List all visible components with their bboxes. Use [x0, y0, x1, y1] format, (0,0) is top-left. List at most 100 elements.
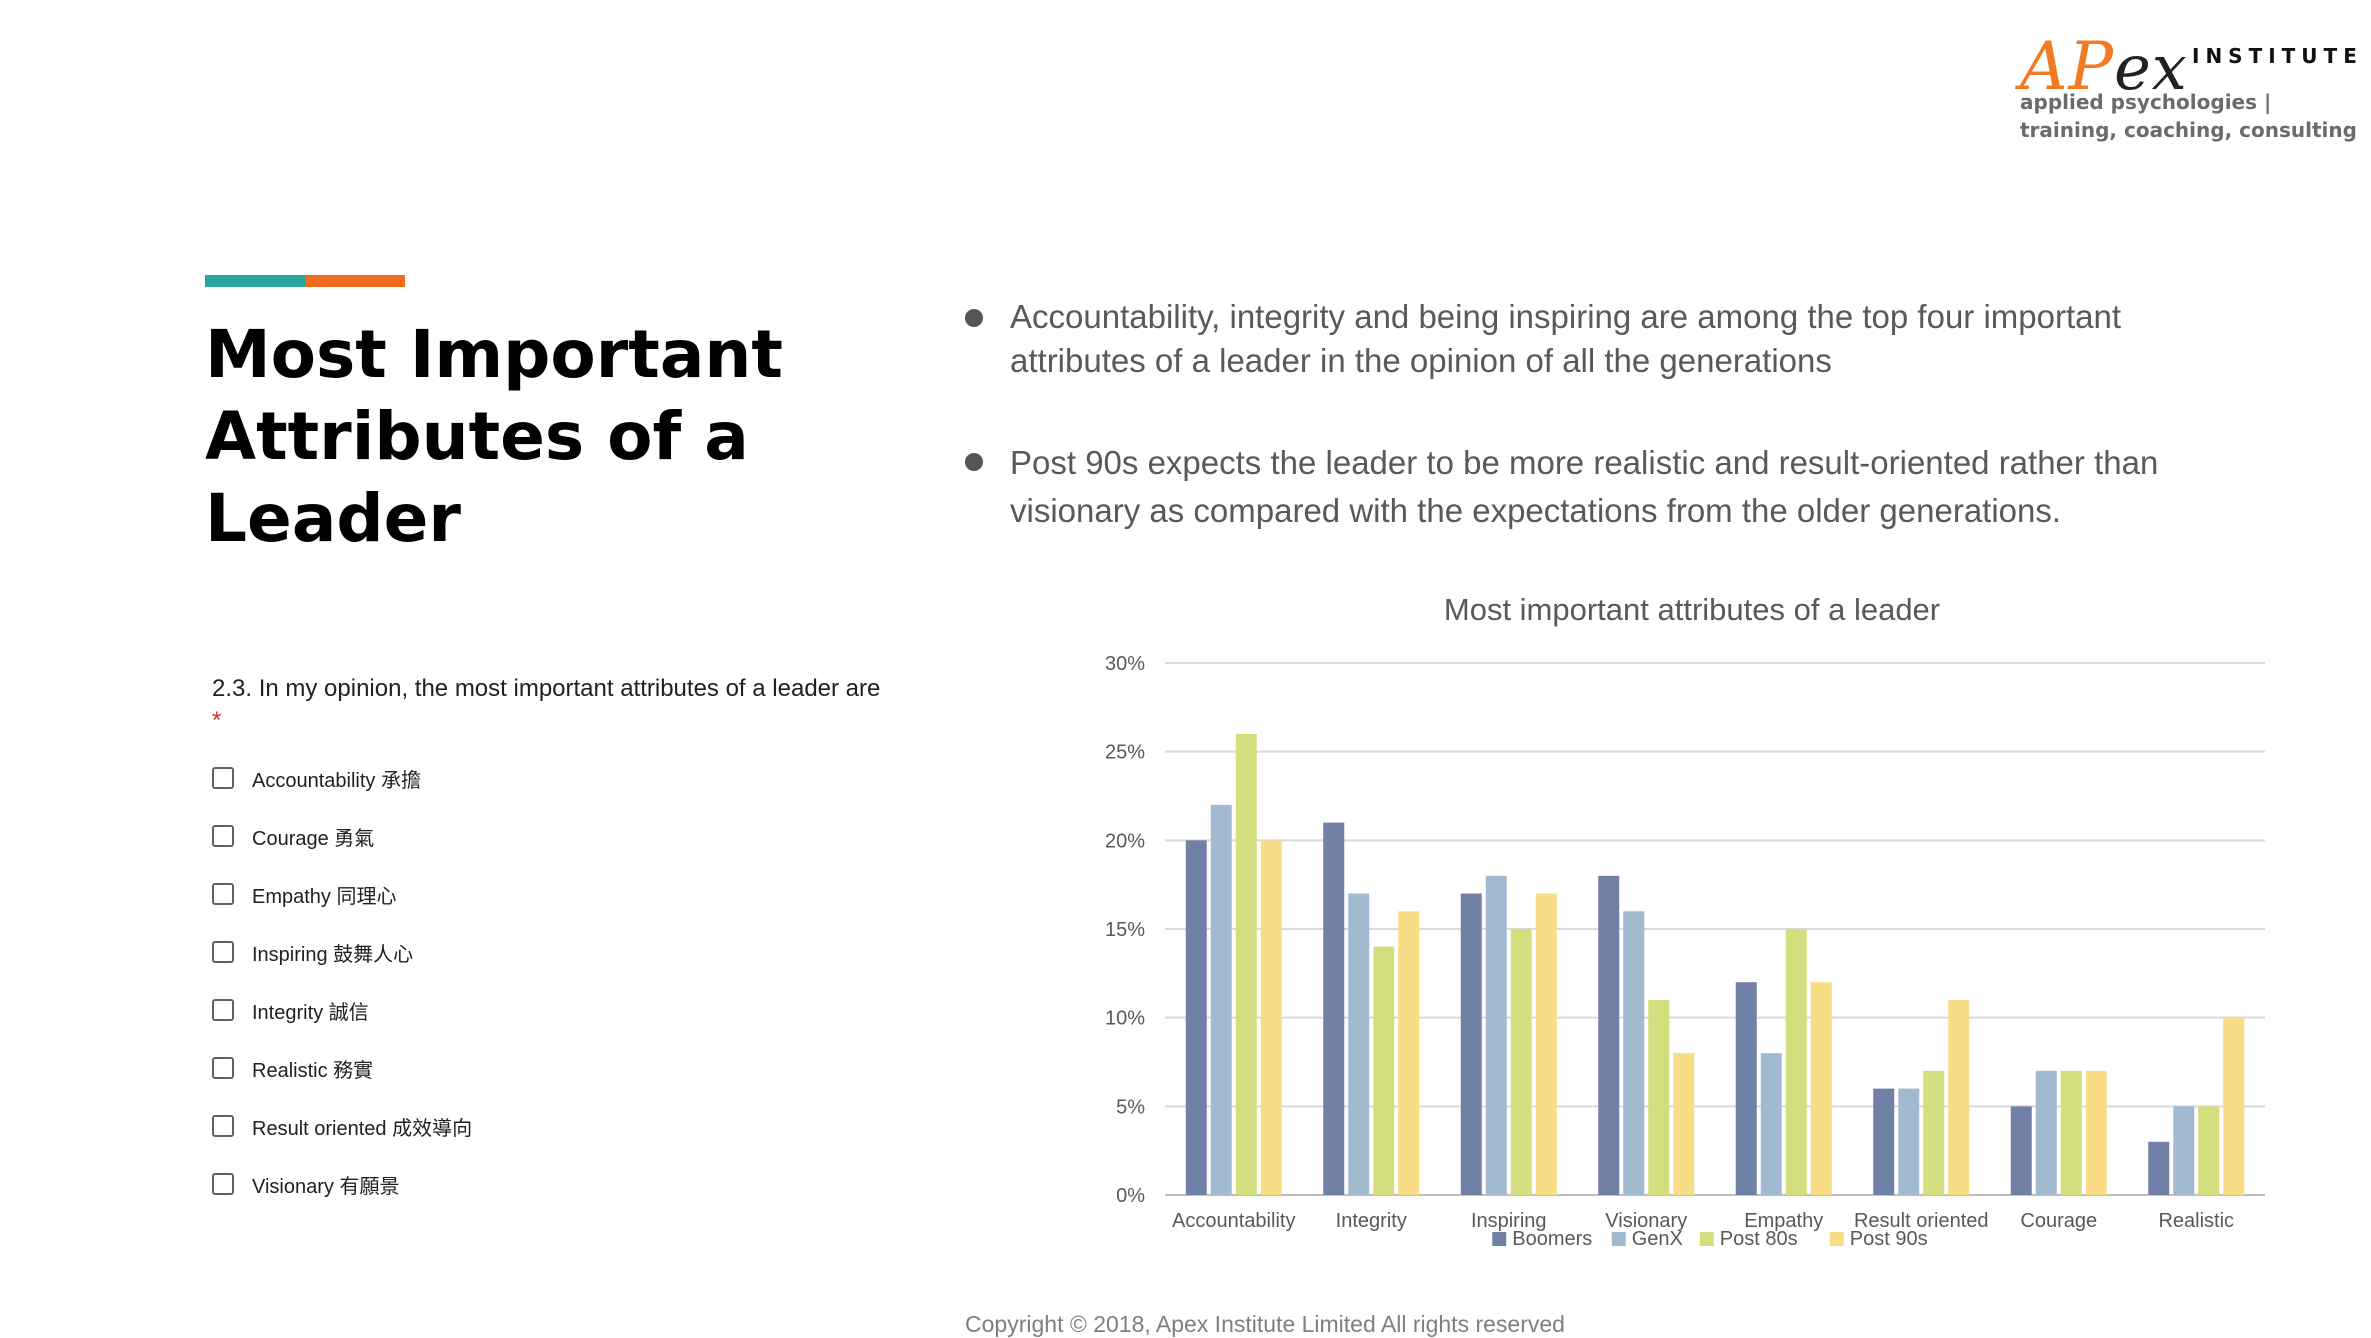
bar-inspiring-post-80s [1510, 929, 1532, 1195]
y-tick-label: 0% [1116, 1185, 1145, 1207]
question-text: 2.3. In my opinion, the most important a… [212, 675, 881, 702]
x-tick-label: Accountability [1172, 1210, 1295, 1232]
y-tick-label: 15% [1105, 919, 1145, 941]
bar-courage-genx [2035, 1070, 2057, 1195]
accent-teal [205, 275, 305, 287]
bar-result-oriented-post-90s [1948, 999, 1970, 1195]
checkbox[interactable] [212, 1057, 234, 1079]
legend-label: Post 90s [1850, 1228, 1928, 1250]
bullet-item: Post 90s expects the leader to be more r… [965, 439, 2265, 535]
bar-realistic-post-80s [2198, 1106, 2220, 1195]
logo-mark: APex [2020, 28, 2188, 105]
x-tick-label: Realistic [2158, 1210, 2234, 1232]
option-empathy[interactable]: Empathy 同理心 [212, 879, 396, 909]
accent-orange [305, 275, 405, 287]
bullet-dot-icon [965, 453, 983, 471]
attributes-bar-chart: Most important attributes of a leader 0%… [1105, 592, 2265, 1250]
copyright-footer: Copyright © 2018, Apex Institute Limited… [965, 1311, 1565, 1337]
y-tick-label: 25% [1105, 742, 1145, 764]
option-label: Integrity 誠信 [252, 1001, 369, 1024]
checkbox[interactable] [212, 767, 234, 789]
bar-integrity-genx [1348, 893, 1370, 1195]
legend-label: Boomers [1512, 1228, 1592, 1250]
x-tick-label: Inspiring [1471, 1210, 1547, 1232]
option-result-oriented[interactable]: Result oriented 成效導向 [212, 1111, 472, 1141]
legend-swatch [1611, 1232, 1626, 1246]
option-label: Visionary 有願景 [252, 1175, 400, 1198]
option-label: Result oriented 成效導向 [252, 1117, 473, 1140]
legend-swatch [1699, 1232, 1714, 1246]
option-label: Inspiring 鼓舞人心 [252, 943, 414, 966]
bar-accountability-genx [1210, 804, 1232, 1195]
y-tick-label: 30% [1105, 653, 1145, 675]
chart-title: Most important attributes of a leader [1444, 592, 1940, 627]
slide-title: Most Important Attributes of a Leader [205, 316, 783, 557]
bar-courage-post-90s [2085, 1070, 2107, 1195]
bar-integrity-post-80s [1373, 946, 1395, 1195]
checkbox[interactable] [212, 941, 234, 963]
option-courage[interactable]: Courage 勇氣 [212, 821, 374, 851]
legend-swatch [1492, 1232, 1507, 1246]
option-label: Realistic 務實 [252, 1059, 374, 1082]
checkbox[interactable] [212, 999, 234, 1021]
bar-accountability-boomers [1185, 840, 1207, 1195]
x-tick-label: Integrity [1336, 1210, 1407, 1232]
checkbox[interactable] [212, 825, 234, 847]
bar-visionary-post-90s [1673, 1053, 1695, 1195]
bullet-text: Post 90s expects the leader to be more r… [1010, 444, 2159, 529]
bar-visionary-genx [1623, 911, 1645, 1195]
bar-visionary-boomers [1598, 875, 1620, 1195]
option-integrity[interactable]: Integrity 誠信 [212, 995, 369, 1025]
bar-courage-post-80s [2060, 1070, 2082, 1195]
apex-logo: APex INSTITUTE applied psychologies | tr… [2020, 28, 2357, 158]
checkbox[interactable] [212, 1173, 234, 1195]
checkbox[interactable] [212, 1115, 234, 1137]
bar-empathy-genx [1760, 1053, 1782, 1195]
bar-inspiring-genx [1485, 875, 1507, 1195]
x-tick-label: Courage [2020, 1210, 2097, 1232]
bar-realistic-boomers [2148, 1141, 2170, 1195]
bar-visionary-post-80s [1648, 999, 1670, 1195]
checkbox[interactable] [212, 883, 234, 905]
required-mark: * [212, 707, 222, 734]
bar-integrity-post-90s [1398, 911, 1420, 1195]
option-label: Empathy 同理心 [252, 885, 397, 908]
bar-integrity-boomers [1323, 822, 1345, 1195]
bar-inspiring-post-90s [1535, 893, 1557, 1195]
y-tick-label: 10% [1105, 1008, 1145, 1030]
bar-realistic-post-90s [2223, 1017, 2245, 1195]
bar-accountability-post-90s [1260, 840, 1282, 1195]
bar-accountability-post-80s [1235, 733, 1257, 1195]
option-visionary[interactable]: Visionary 有願景 [212, 1169, 399, 1199]
bar-empathy-post-90s [1810, 982, 1832, 1195]
bar-realistic-genx [2173, 1106, 2195, 1195]
x-tick-label: Empathy [1744, 1210, 1823, 1232]
option-accountability[interactable]: Accountability 承擔 [212, 763, 421, 793]
bullet-dot-icon [965, 309, 983, 327]
logo-institute: INSTITUTE [2192, 44, 2363, 68]
legend-swatch [1829, 1232, 1844, 1246]
bar-inspiring-boomers [1460, 893, 1482, 1195]
bullet-item: Accountability, integrity and being insp… [965, 295, 2265, 383]
bar-result-oriented-boomers [1873, 1088, 1895, 1195]
bar-courage-boomers [2010, 1106, 2032, 1195]
option-inspiring[interactable]: Inspiring 鼓舞人心 [212, 937, 413, 967]
y-tick-label: 20% [1105, 830, 1145, 852]
bar-empathy-boomers [1735, 982, 1757, 1195]
bullet-text: Accountability, integrity and being insp… [1010, 298, 2122, 379]
option-label: Accountability 承擔 [252, 769, 421, 792]
bar-empathy-post-80s [1785, 929, 1807, 1195]
legend-label: GenX [1632, 1228, 1683, 1250]
option-realistic[interactable]: Realistic 務實 [212, 1053, 373, 1083]
bar-result-oriented-post-80s [1923, 1070, 1945, 1195]
survey-question: 2.3. In my opinion, the most important a… [212, 675, 972, 1198]
x-tick-label: Result oriented [1854, 1210, 1989, 1232]
logo-tagline-2: training, coaching, consulting [2020, 118, 2357, 142]
title-accent-bar [205, 275, 405, 287]
y-tick-label: 5% [1116, 1096, 1145, 1118]
bar-result-oriented-genx [1898, 1088, 1920, 1195]
legend-label: Post 80s [1720, 1228, 1798, 1250]
logo-tagline-1: applied psychologies | [2020, 90, 2272, 114]
option-label: Courage 勇氣 [252, 827, 375, 850]
x-tick-label: Visionary [1605, 1210, 1687, 1232]
